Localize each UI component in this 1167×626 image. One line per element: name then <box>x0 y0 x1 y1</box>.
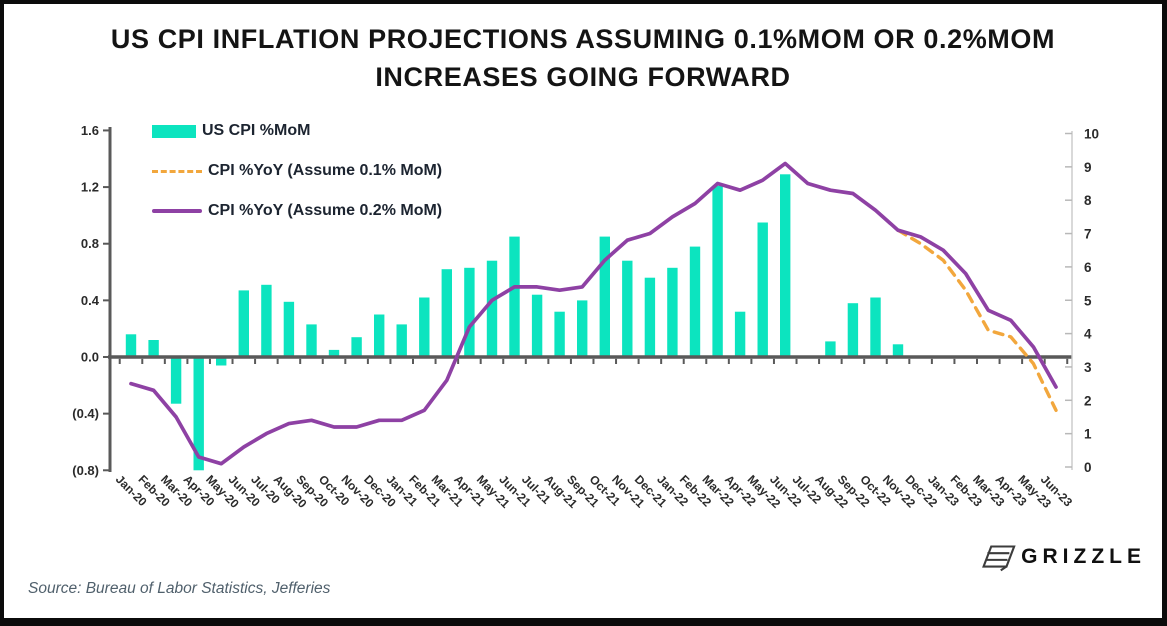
svg-text:4: 4 <box>1084 327 1092 342</box>
svg-text:5: 5 <box>1084 293 1092 308</box>
x-axis-labels: Jan-20Feb-20Mar-20Apr-20May-20Jun-20Jul-… <box>113 472 1075 511</box>
cpi-yoy-02-line <box>129 161 1058 466</box>
legend-item-yoy-01: CPI %YoY (Assume 0.1% MoM) <box>152 162 442 180</box>
legend-bar-swatch <box>152 124 196 138</box>
grizzle-logo: GRIZZLE <box>975 538 1146 576</box>
svg-text:1.2: 1.2 <box>81 180 99 195</box>
legend-solid-line-swatch <box>152 209 202 213</box>
grizzle-logo-icon <box>982 545 1016 572</box>
legend-dashed-line-swatch <box>152 169 202 173</box>
svg-text:2: 2 <box>1084 393 1092 408</box>
svg-text:10: 10 <box>1084 127 1099 142</box>
legend-label-yoy-01: CPI %YoY (Assume 0.1% MoM) <box>208 162 443 179</box>
legend-label-us-cpi-mom: US CPI %MoM <box>202 122 311 139</box>
svg-text:9: 9 <box>1084 160 1092 175</box>
source-note: Source: Bureau of Labor Statistics, Jeff… <box>28 580 331 597</box>
svg-text:(0.8): (0.8) <box>72 463 99 478</box>
bars-us-cpi-mom <box>125 174 904 471</box>
chart-title-line2: INCREASES GOING FORWARD <box>375 62 791 93</box>
svg-text:7: 7 <box>1084 227 1092 242</box>
svg-text:6: 6 <box>1084 260 1092 275</box>
svg-text:(0.4): (0.4) <box>72 406 99 421</box>
chart-title-line1: US CPI INFLATION PROJECTIONS ASSUMING 0.… <box>110 24 1056 54</box>
legend-item-us-cpi-mom: US CPI %MoM <box>152 122 442 140</box>
svg-text:3: 3 <box>1084 360 1092 375</box>
svg-text:1: 1 <box>1084 427 1092 442</box>
x-axis-ticks <box>118 358 1069 364</box>
svg-text:8: 8 <box>1084 193 1092 208</box>
chart-title: US CPI INFLATION PROJECTIONS ASSUMING 0.… <box>4 20 1162 97</box>
brand-name: GRIZZLE <box>1021 545 1146 568</box>
svg-text:0.0: 0.0 <box>81 350 99 365</box>
legend-item-yoy-02: CPI %YoY (Assume 0.2% MoM) <box>152 202 442 220</box>
svg-text:0.4: 0.4 <box>81 293 100 308</box>
left-axis-labels: 1.6 1.2 0.8 0.4 0.0 (0.4) (0.8) <box>72 123 110 478</box>
legend-label-yoy-02: CPI %YoY (Assume 0.2% MoM) <box>208 202 443 219</box>
svg-text:0.8: 0.8 <box>81 236 99 251</box>
chart-legend: US CPI %MoM CPI %YoY (Assume 0.1% MoM) C… <box>152 122 442 242</box>
svg-text:0: 0 <box>1084 460 1092 475</box>
cpi-yoy-01-line <box>896 228 1058 412</box>
cpi-combo-chart: 1.61.20.80.40.0(0.4)(0.8)109876543210Jan… <box>72 123 1099 511</box>
svg-text:1.6: 1.6 <box>81 123 99 138</box>
